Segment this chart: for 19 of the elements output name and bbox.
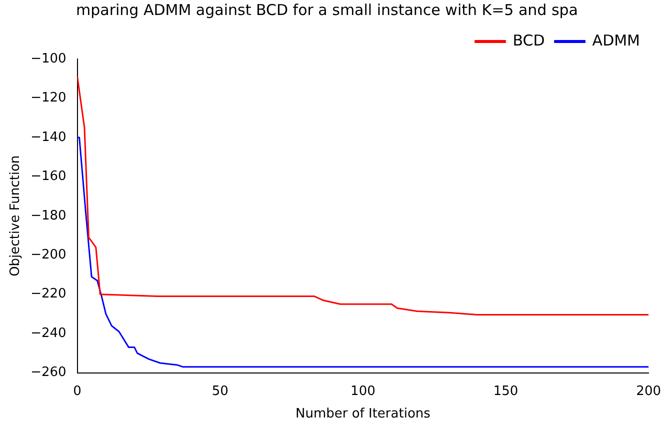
chart-title: mparing ADMM against BCD for a small instance with K=5 and spa	[76, 0, 578, 19]
x-tick-label: 0	[73, 384, 82, 399]
y-tick-label: −240	[30, 326, 66, 341]
legend-label: ADMM	[592, 31, 640, 50]
y-tick-label: −260	[30, 365, 66, 380]
y-tick-label: −200	[30, 248, 66, 262]
x-axis-title: Number of Iterations	[295, 406, 431, 422]
y-tick-label: −100	[30, 51, 66, 66]
y-tick-label: −180	[30, 208, 66, 224]
x-tick-label: 200	[636, 384, 662, 399]
y-tick-label: −220	[30, 286, 66, 302]
x-tick-label: 100	[350, 384, 376, 399]
x-tick-label: 150	[493, 384, 518, 399]
y-tick-label: −120	[30, 90, 66, 106]
y-axis-title: Objective Function	[8, 155, 24, 276]
y-tick-label: −140	[30, 130, 66, 145]
legend-label: BCD	[512, 31, 545, 50]
x-tick-label: 50	[212, 384, 228, 399]
y-tick-label: −160	[30, 169, 66, 184]
